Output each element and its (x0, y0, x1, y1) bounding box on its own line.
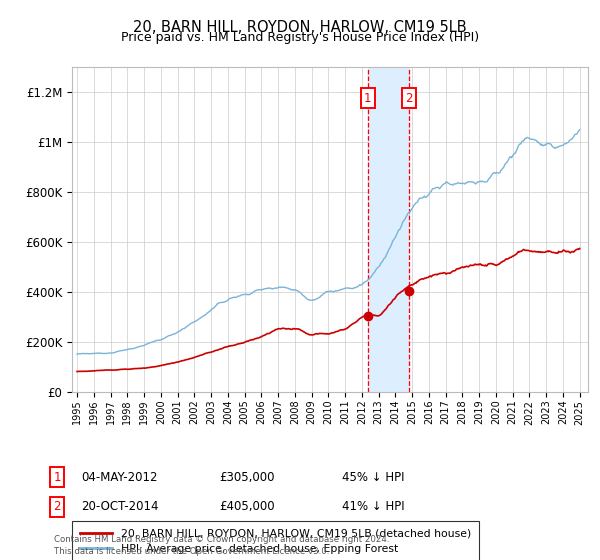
Text: 20-OCT-2014: 20-OCT-2014 (81, 500, 158, 514)
Text: 41% ↓ HPI: 41% ↓ HPI (342, 500, 404, 514)
Bar (368, 67, 409, 392)
Text: 2: 2 (405, 91, 412, 105)
Text: 04-MAY-2012: 04-MAY-2012 (81, 470, 157, 484)
Text: 45% ↓ HPI: 45% ↓ HPI (342, 470, 404, 484)
Text: Price paid vs. HM Land Registry's House Price Index (HPI): Price paid vs. HM Land Registry's House … (121, 31, 479, 44)
Text: £405,000: £405,000 (219, 500, 275, 514)
Text: Contains HM Land Registry data © Crown copyright and database right 2024.
This d: Contains HM Land Registry data © Crown c… (54, 535, 389, 556)
Text: 1: 1 (364, 91, 371, 105)
Legend: 20, BARN HILL, ROYDON, HARLOW, CM19 5LB (detached house), HPI: Average price, de: 20, BARN HILL, ROYDON, HARLOW, CM19 5LB … (72, 521, 479, 560)
Text: 1: 1 (53, 470, 61, 484)
Text: £305,000: £305,000 (219, 470, 275, 484)
Text: 2: 2 (53, 500, 61, 514)
Text: 20, BARN HILL, ROYDON, HARLOW, CM19 5LB: 20, BARN HILL, ROYDON, HARLOW, CM19 5LB (133, 20, 467, 35)
